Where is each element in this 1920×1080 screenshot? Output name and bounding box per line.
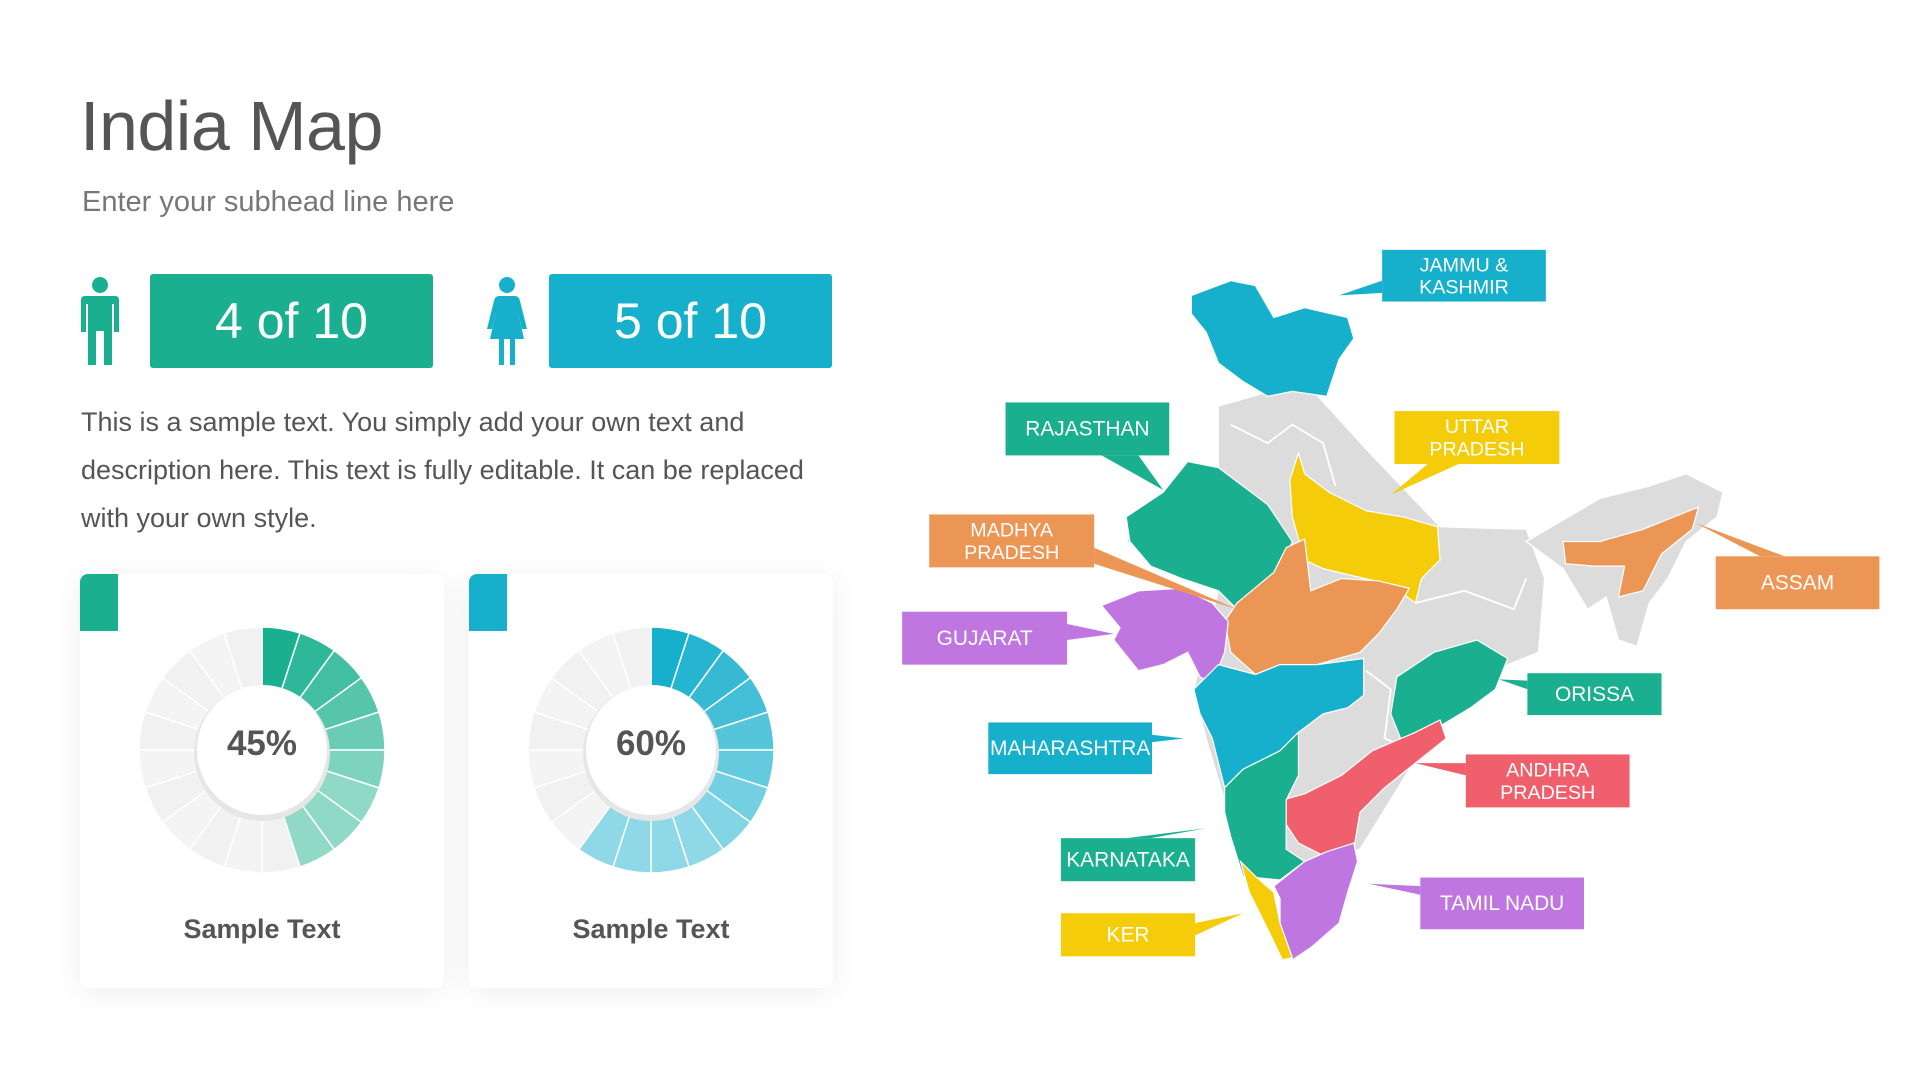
donut-chart bbox=[138, 626, 386, 874]
label-box bbox=[1005, 402, 1170, 456]
callout-pointer bbox=[1696, 523, 1785, 557]
state-mah[interactable] bbox=[1193, 657, 1365, 789]
label-assam: ASSAM bbox=[1696, 523, 1880, 610]
state-label-text: RAJASTHAN bbox=[1025, 418, 1149, 441]
state-label-text: PRADESH bbox=[1429, 438, 1524, 460]
donut-center bbox=[197, 685, 327, 815]
female-stat-box: 5 of 10 bbox=[549, 274, 832, 368]
label-box bbox=[902, 611, 1068, 665]
state-jk[interactable] bbox=[1190, 279, 1355, 397]
label-jk: JAMMU &KASHMIR bbox=[1339, 249, 1546, 302]
callout-pointer bbox=[1339, 280, 1383, 296]
label-box bbox=[1420, 877, 1584, 930]
state-label-text: JAMMU & bbox=[1420, 254, 1509, 276]
state-label-text: UTTAR bbox=[1445, 416, 1509, 438]
male-stat-box: 4 of 10 bbox=[150, 274, 433, 368]
progress-card-2: 60% Sample Text bbox=[469, 574, 833, 988]
callout-pointer bbox=[1368, 883, 1421, 895]
percent-label: 45% bbox=[226, 724, 298, 763]
label-raj: RAJASTHAN bbox=[1005, 402, 1170, 490]
callout-pointer bbox=[1415, 763, 1466, 776]
state-label-text: PRADESH bbox=[1500, 782, 1595, 804]
page-subhead: Enter your subhead line here bbox=[82, 186, 455, 218]
state-label-text: TAMIL NADU bbox=[1440, 892, 1564, 915]
card-corner-tab bbox=[80, 574, 118, 631]
state-label-text: MADHYA bbox=[970, 520, 1054, 542]
donut-segment-empty bbox=[612, 626, 652, 699]
state-label-text: GUJARAT bbox=[937, 627, 1033, 650]
state-guj[interactable] bbox=[1100, 587, 1229, 684]
label-box bbox=[1715, 556, 1880, 610]
label-kar: KARNATAKA bbox=[1060, 828, 1207, 882]
callout-pointer bbox=[1067, 624, 1114, 640]
label-box bbox=[1527, 673, 1662, 716]
label-box bbox=[1060, 838, 1196, 882]
state-label-text: KASHMIR bbox=[1419, 277, 1509, 299]
label-tn: TAMIL NADU bbox=[1368, 877, 1584, 930]
label-box bbox=[1394, 411, 1560, 464]
male-person-icon bbox=[81, 277, 119, 365]
state-ker[interactable] bbox=[1239, 859, 1294, 961]
card-label: Sample Text bbox=[572, 914, 730, 944]
card-corner-tab bbox=[469, 574, 507, 631]
percent-label: 60% bbox=[615, 724, 687, 763]
female-person-icon bbox=[487, 277, 527, 365]
callout-pointer bbox=[1195, 913, 1244, 936]
callout-pointer bbox=[1126, 828, 1207, 839]
callout-pointer bbox=[1390, 464, 1459, 495]
label-box bbox=[1060, 913, 1196, 957]
label-box bbox=[988, 722, 1152, 775]
state-label-text: PRADESH bbox=[964, 542, 1059, 564]
state-assam[interactable] bbox=[1562, 506, 1700, 598]
state-label-text: ANDHRA bbox=[1506, 760, 1590, 782]
callout-pointer bbox=[1499, 679, 1528, 690]
state-up[interactable] bbox=[1289, 450, 1441, 605]
state-label-text: ASSAM bbox=[1761, 572, 1834, 595]
label-box bbox=[929, 514, 1095, 568]
state-ori[interactable] bbox=[1390, 639, 1509, 746]
callout-pointer bbox=[1101, 455, 1164, 490]
callout-pointer bbox=[1152, 734, 1184, 743]
state-label-text: KARNATAKA bbox=[1066, 848, 1190, 871]
progress-card-1: 45% Sample Text bbox=[80, 574, 444, 988]
label-box bbox=[1465, 754, 1630, 808]
label-ori: ORISSA bbox=[1499, 673, 1662, 716]
donut-center bbox=[586, 685, 716, 815]
page-title: India Map bbox=[80, 87, 383, 165]
state-mp[interactable] bbox=[1223, 538, 1411, 676]
label-box bbox=[1382, 249, 1546, 302]
description-text: This is a sample text. You simply add yo… bbox=[81, 407, 804, 533]
state-label-text: ORISSA bbox=[1555, 683, 1634, 706]
state-label-text: MAHARASHTRA bbox=[990, 737, 1150, 760]
state-kar[interactable] bbox=[1224, 730, 1306, 881]
label-mah: MAHARASHTRA bbox=[988, 722, 1184, 775]
state-label-text: KER bbox=[1106, 924, 1149, 947]
label-guj: GUJARAT bbox=[902, 611, 1114, 665]
donut-chart bbox=[527, 626, 775, 874]
card-label: Sample Text bbox=[183, 914, 341, 944]
label-ker: KER bbox=[1060, 913, 1244, 957]
callout-pointer bbox=[1094, 547, 1237, 610]
donut-segment-empty bbox=[223, 626, 263, 699]
